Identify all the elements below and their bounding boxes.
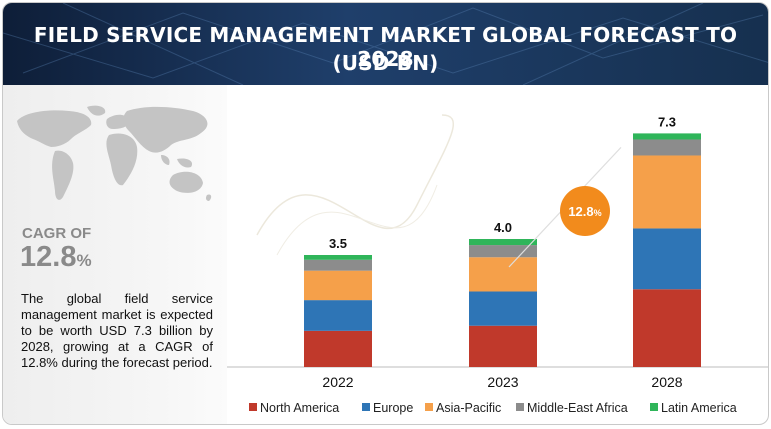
x-tick-label-2023: 2023 [487,374,518,390]
total-label-2022: 3.5 [329,236,347,251]
summary-panel: CAGR OF 12.8% The global field service m… [3,85,227,424]
bar-segment-2028-3 [633,139,701,156]
cagr-badge-unit: % [594,208,602,218]
cagr-label: CAGR OF [22,225,92,242]
x-tick-label-2022: 2022 [322,374,353,390]
legend-label-0: North America [260,401,339,415]
legend-swatch-2 [425,403,433,411]
stacked-bar-chart: 3.5 2022 4.0 2023 7.3 2028 12.8% North Americ… [227,114,768,415]
legend-label-2: Asia-Pacific [436,401,501,415]
legend-swatch-1 [362,403,370,411]
bar-segment-2022-1 [304,300,372,331]
bar-segment-2028-2 [633,155,701,229]
total-label-2028: 7.3 [658,114,676,129]
bar-segment-2028-1 [633,228,701,290]
cagr-unit: % [76,251,92,270]
legend-swatch-0 [249,403,257,411]
cagr-badge-label: 12.8% [568,204,601,219]
legend-swatch-3 [516,403,524,411]
bar-segment-2022-0 [304,330,372,367]
bar-segment-2023-1 [469,291,537,326]
cagr-annotation: 12.8% [508,146,622,268]
banner-decoration [3,3,768,85]
bar-segment-2023-2 [469,257,537,292]
bar-segment-2022-4 [304,255,372,260]
legend-label-3: Middle-East Africa [527,401,628,415]
x-tick-label-2028: 2028 [651,374,682,390]
bar-segment-2028-4 [633,133,701,140]
decorative-swirl [256,114,455,236]
world-map-icon [17,105,212,201]
cagr-value: 12.8% [20,241,92,274]
cagr-number: 12.8 [20,241,77,273]
decorative-swirl-2 [276,184,438,256]
legend: North America Europe Asia-Pacific Middle-Ea… [249,401,737,415]
cagr-badge [560,186,610,236]
legend-label-1: Europe [373,401,413,415]
chart-title-line-1: FIELD SERVICE MANAGEMENT MARKET GLOBAL F… [33,23,738,71]
bar-segment-2022-2 [304,270,372,301]
legend-swatch-4 [650,403,658,411]
bars-group: 3.5 2022 4.0 2023 7.3 2028 [304,114,701,390]
market-description: The global field service management mark… [21,291,213,370]
bar-segment-2023-0 [469,325,537,367]
legend-label-4: Latin America [661,401,737,415]
total-label-2023: 4.0 [494,220,512,235]
bar-segment-2022-3 [304,259,372,271]
bar-segment-2028-0 [633,289,701,367]
bar-segment-2023-3 [469,245,537,258]
chart-title-line-2: (USD BN) [332,51,439,75]
title-banner: FIELD SERVICE MANAGEMENT MARKET GLOBAL F… [3,3,768,85]
bar-segment-2023-4 [469,239,537,246]
